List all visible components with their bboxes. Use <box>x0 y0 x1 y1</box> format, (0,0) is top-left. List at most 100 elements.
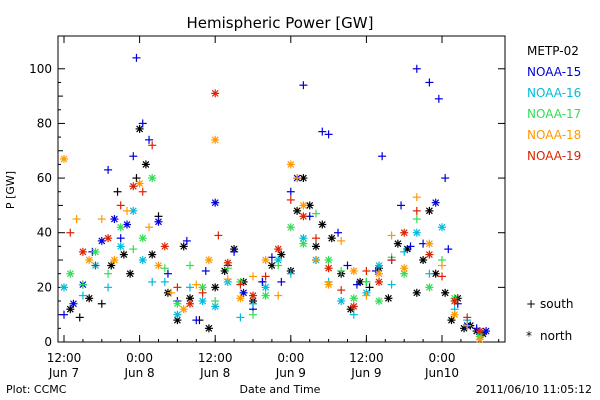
data-point-noaa-16 <box>104 283 113 292</box>
data-point-noaa-18 <box>450 310 459 319</box>
x-tick-time: 12:00 <box>47 351 82 365</box>
data-point-metp-02 <box>66 305 75 314</box>
x-tick-time: 0:00 <box>277 351 304 365</box>
data-point-noaa-17 <box>160 264 169 273</box>
data-point-metp-02 <box>425 206 434 215</box>
data-point-metp-02 <box>113 187 122 196</box>
data-point-noaa-18 <box>463 321 472 330</box>
data-point-noaa-19 <box>214 231 223 240</box>
data-point-metp-02 <box>141 160 150 169</box>
data-point-metp-02 <box>305 201 314 210</box>
data-point-noaa-19 <box>78 247 87 256</box>
data-point-noaa-16 <box>186 283 194 292</box>
data-point-noaa-15 <box>230 247 239 256</box>
data-point-noaa-19 <box>362 266 371 275</box>
data-point-metp-02 <box>431 269 440 278</box>
data-point-noaa-18 <box>324 280 333 289</box>
data-point-noaa-18 <box>123 206 131 215</box>
data-point-noaa-17 <box>104 269 113 278</box>
data-point-noaa-19 <box>324 264 333 273</box>
data-point-noaa-19 <box>450 297 459 306</box>
data-point-noaa-15 <box>286 187 295 196</box>
data-point-noaa-19 <box>312 234 320 243</box>
data-point-noaa-15 <box>434 94 443 103</box>
data-point-noaa-15 <box>182 236 191 245</box>
data-point-noaa-17 <box>129 245 138 254</box>
data-point-noaa-18 <box>412 193 421 202</box>
data-point-noaa-15 <box>425 78 434 87</box>
data-point-noaa-18 <box>204 256 213 265</box>
data-points <box>60 53 491 344</box>
data-point-noaa-15 <box>145 135 154 144</box>
data-point-noaa-17 <box>186 261 194 270</box>
data-point-metp-02 <box>419 256 428 265</box>
data-point-noaa-19 <box>375 277 383 286</box>
data-point-noaa-16 <box>160 277 169 286</box>
data-point-noaa-19 <box>66 228 75 237</box>
data-point-noaa-16 <box>286 269 295 278</box>
data-point-noaa-16 <box>198 297 207 306</box>
data-point-noaa-18 <box>145 223 154 232</box>
data-point-noaa-17 <box>274 261 283 270</box>
data-point-noaa-18 <box>438 261 446 270</box>
data-point-noaa-15 <box>406 242 415 251</box>
data-point-noaa-17 <box>337 266 346 275</box>
data-point-metp-02 <box>204 324 213 333</box>
data-point-noaa-15 <box>397 201 406 210</box>
data-point-noaa-18 <box>362 291 371 300</box>
data-point-noaa-15 <box>123 220 131 229</box>
marker-legend-label-south: south <box>540 297 574 311</box>
data-point-noaa-18 <box>85 256 94 265</box>
data-point-noaa-17 <box>198 283 207 292</box>
data-point-metp-02 <box>186 294 194 303</box>
data-point-noaa-18 <box>249 272 257 281</box>
data-point-noaa-17 <box>425 283 434 292</box>
data-point-noaa-18 <box>337 236 346 245</box>
data-point-noaa-19 <box>198 288 207 297</box>
data-point-noaa-19 <box>223 258 232 267</box>
data-point-noaa-16 <box>138 256 147 265</box>
data-point-noaa-16 <box>375 261 383 270</box>
data-point-metp-02 <box>97 299 106 308</box>
data-point-noaa-17 <box>138 234 147 243</box>
plot-frame <box>57 35 506 343</box>
data-point-noaa-15 <box>441 174 450 183</box>
data-point-noaa-19 <box>261 272 270 281</box>
data-point-metp-02 <box>441 288 450 297</box>
data-point-noaa-16 <box>349 310 358 319</box>
data-point-noaa-17 <box>66 269 75 278</box>
data-point-noaa-17 <box>261 291 270 300</box>
x-tick-date: Jun 7 <box>48 366 79 380</box>
legend: METP-02 NOAA-15 NOAA-16 NOAA-17 NOAA-18 NOAA-… <box>527 44 581 163</box>
data-point-noaa-15 <box>378 152 387 161</box>
y-tick-label: 100 <box>29 62 52 76</box>
data-point-noaa-16 <box>412 228 421 237</box>
data-point-noaa-15 <box>352 280 361 289</box>
data-point-noaa-17 <box>362 277 371 286</box>
data-point-noaa-18 <box>192 280 201 289</box>
data-point-noaa-18 <box>286 160 295 169</box>
marker-legend-symbol-south: + <box>526 297 536 311</box>
data-point-noaa-15 <box>104 165 113 174</box>
data-point-noaa-16 <box>387 280 396 289</box>
legend-entry-metp-02: METP-02 <box>527 44 579 58</box>
data-point-noaa-16 <box>261 283 270 292</box>
data-point-noaa-15 <box>482 327 491 336</box>
data-point-noaa-15 <box>318 127 327 136</box>
data-point-metp-02 <box>312 242 320 251</box>
data-point-noaa-15 <box>97 236 106 245</box>
data-point-noaa-15 <box>277 277 286 286</box>
data-point-noaa-16 <box>299 234 308 243</box>
data-point-noaa-17 <box>324 256 333 265</box>
data-point-noaa-19 <box>138 187 147 196</box>
data-point-metp-02 <box>179 242 188 251</box>
y-tick-label: 0 <box>44 335 52 349</box>
data-point-noaa-17 <box>116 223 125 232</box>
marker-legend-label-north: north <box>540 329 572 343</box>
y-tick-label: 20 <box>37 280 52 294</box>
data-point-noaa-18 <box>167 288 176 297</box>
data-point-metp-02 <box>327 234 336 243</box>
data-point-noaa-15 <box>324 130 333 139</box>
